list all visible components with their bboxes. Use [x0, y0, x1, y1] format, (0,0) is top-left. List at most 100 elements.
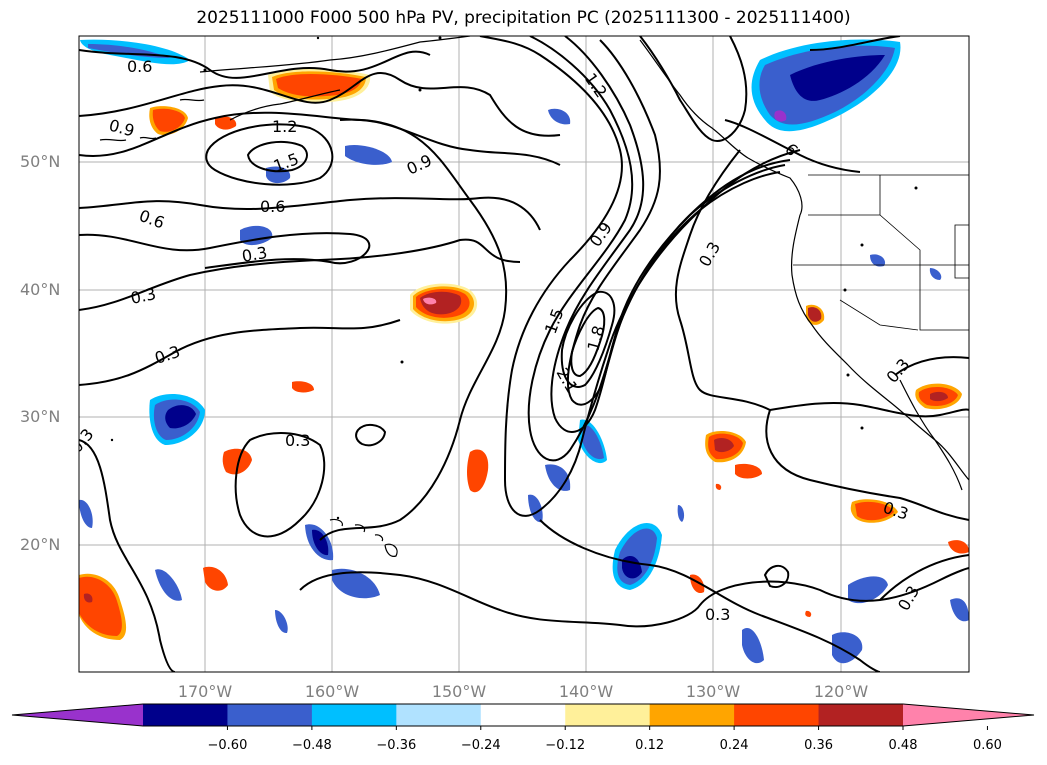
colorbar-outline — [11, 703, 1035, 727]
precip-blob — [870, 254, 886, 267]
precip-blob — [312, 529, 329, 556]
lon-label-140w: 140°W — [558, 682, 614, 701]
contour-line — [79, 238, 521, 311]
map-frame — [79, 36, 969, 672]
colorbar-tick-label: −0.36 — [376, 738, 417, 753]
state-border — [793, 175, 969, 331]
precip-blob — [155, 569, 182, 601]
lat-label-40n: 40°N — [20, 280, 61, 299]
contour-line — [674, 149, 771, 411]
coastlines — [99, 36, 969, 557]
lon-label-160w: 160°W — [304, 682, 360, 701]
map-border — [78, 35, 970, 673]
contour-label: 1.2 — [272, 117, 297, 136]
precip-blob — [677, 505, 685, 522]
contour-label: 0.3 — [129, 284, 158, 308]
colorbar-tick-label: −0.60 — [207, 738, 248, 753]
graticule — [79, 36, 969, 672]
contour-line — [79, 319, 401, 386]
contour-line — [355, 424, 387, 447]
precip-blob — [930, 391, 948, 402]
precip-negative-anomalies — [79, 39, 969, 664]
baja-coastline — [899, 379, 963, 491]
precip-blob — [808, 307, 822, 322]
contour-label: 0.3 — [705, 605, 730, 624]
contour-line — [319, 118, 508, 541]
colorbar-segment — [227, 704, 313, 726]
precip-blob — [165, 405, 196, 429]
lon-label-150w: 150°W — [431, 682, 487, 701]
precip-blob — [742, 628, 764, 664]
contour-line — [79, 72, 561, 137]
colorbar-tick-label: −0.24 — [460, 738, 501, 753]
precip-blob — [582, 424, 604, 460]
precip-blob — [332, 568, 380, 599]
islands — [110, 36, 918, 520]
precip-blob — [79, 576, 122, 636]
contour-label: 0.6 — [127, 57, 152, 76]
precip-blob — [548, 108, 571, 125]
precip-blob — [423, 297, 437, 305]
contour-line — [79, 439, 176, 672]
precip-blob — [805, 610, 812, 617]
contour-line — [724, 119, 861, 173]
contour-label: 0.3 — [240, 243, 268, 266]
colorbar-segment — [143, 704, 228, 726]
precip-blob — [222, 448, 252, 475]
map-title: 2025111000 F000 500 hPa PV, precipitatio… — [196, 8, 851, 28]
colorbar-tick-label: 0.60 — [972, 738, 1002, 753]
contour-line — [769, 401, 969, 418]
colorbar — [11, 703, 1035, 730]
colorbar-tick-label: −0.48 — [291, 738, 332, 753]
contour-label: 0.3 — [285, 431, 310, 450]
coastline — [229, 89, 341, 121]
contour-line — [894, 356, 969, 376]
contour-line — [560, 290, 616, 388]
pv-contours — [79, 36, 969, 672]
contour-line — [246, 140, 308, 173]
precip-blob — [292, 381, 314, 393]
contour-line — [539, 519, 881, 672]
precip-blob — [774, 110, 787, 122]
contour-line — [566, 39, 781, 406]
lon-label-170w: 170°W — [177, 682, 233, 701]
aleutian-islands — [99, 98, 205, 142]
lat-label-30n: 30°N — [20, 407, 61, 426]
contour-line — [234, 432, 326, 538]
contour-line — [205, 123, 334, 186]
colorbar-tick-label: 0.24 — [719, 738, 749, 753]
colorbar-segment — [649, 704, 735, 726]
contour-line — [550, 36, 786, 433]
contour-line — [763, 564, 790, 588]
precip-blob — [275, 610, 288, 634]
colorbar-segment — [818, 704, 904, 726]
precip-blob — [715, 483, 722, 490]
precip-blob — [929, 268, 942, 280]
colorbar-segment — [734, 704, 820, 726]
precip-blob — [735, 463, 762, 479]
precip-blob — [152, 108, 185, 132]
colorbar-tick-label: 0.36 — [804, 738, 834, 753]
colorbar-tick-label: 0.12 — [635, 738, 665, 753]
lat-label-20n: 20°N — [20, 535, 61, 554]
colorbar-segment — [311, 704, 397, 726]
precip-blob — [848, 576, 888, 604]
contour-line — [79, 49, 431, 79]
coastline — [199, 36, 471, 73]
coastline — [639, 39, 803, 216]
lat-label-50n: 50°N — [20, 152, 61, 171]
colorbar-extend-high — [903, 704, 1034, 726]
precip-blob — [855, 501, 894, 521]
lon-label-120w: 120°W — [813, 682, 869, 701]
contour-line — [570, 306, 606, 378]
precip-blob — [203, 566, 228, 591]
precip-blob — [467, 449, 489, 493]
precip-blob — [420, 291, 462, 315]
precip-blob — [83, 593, 93, 603]
colorbar-tick-label: −0.12 — [545, 738, 586, 753]
contour-label: 0.6 — [260, 197, 285, 216]
contour-line — [299, 567, 969, 628]
precip-blob — [79, 499, 93, 528]
contour-line — [79, 232, 371, 269]
